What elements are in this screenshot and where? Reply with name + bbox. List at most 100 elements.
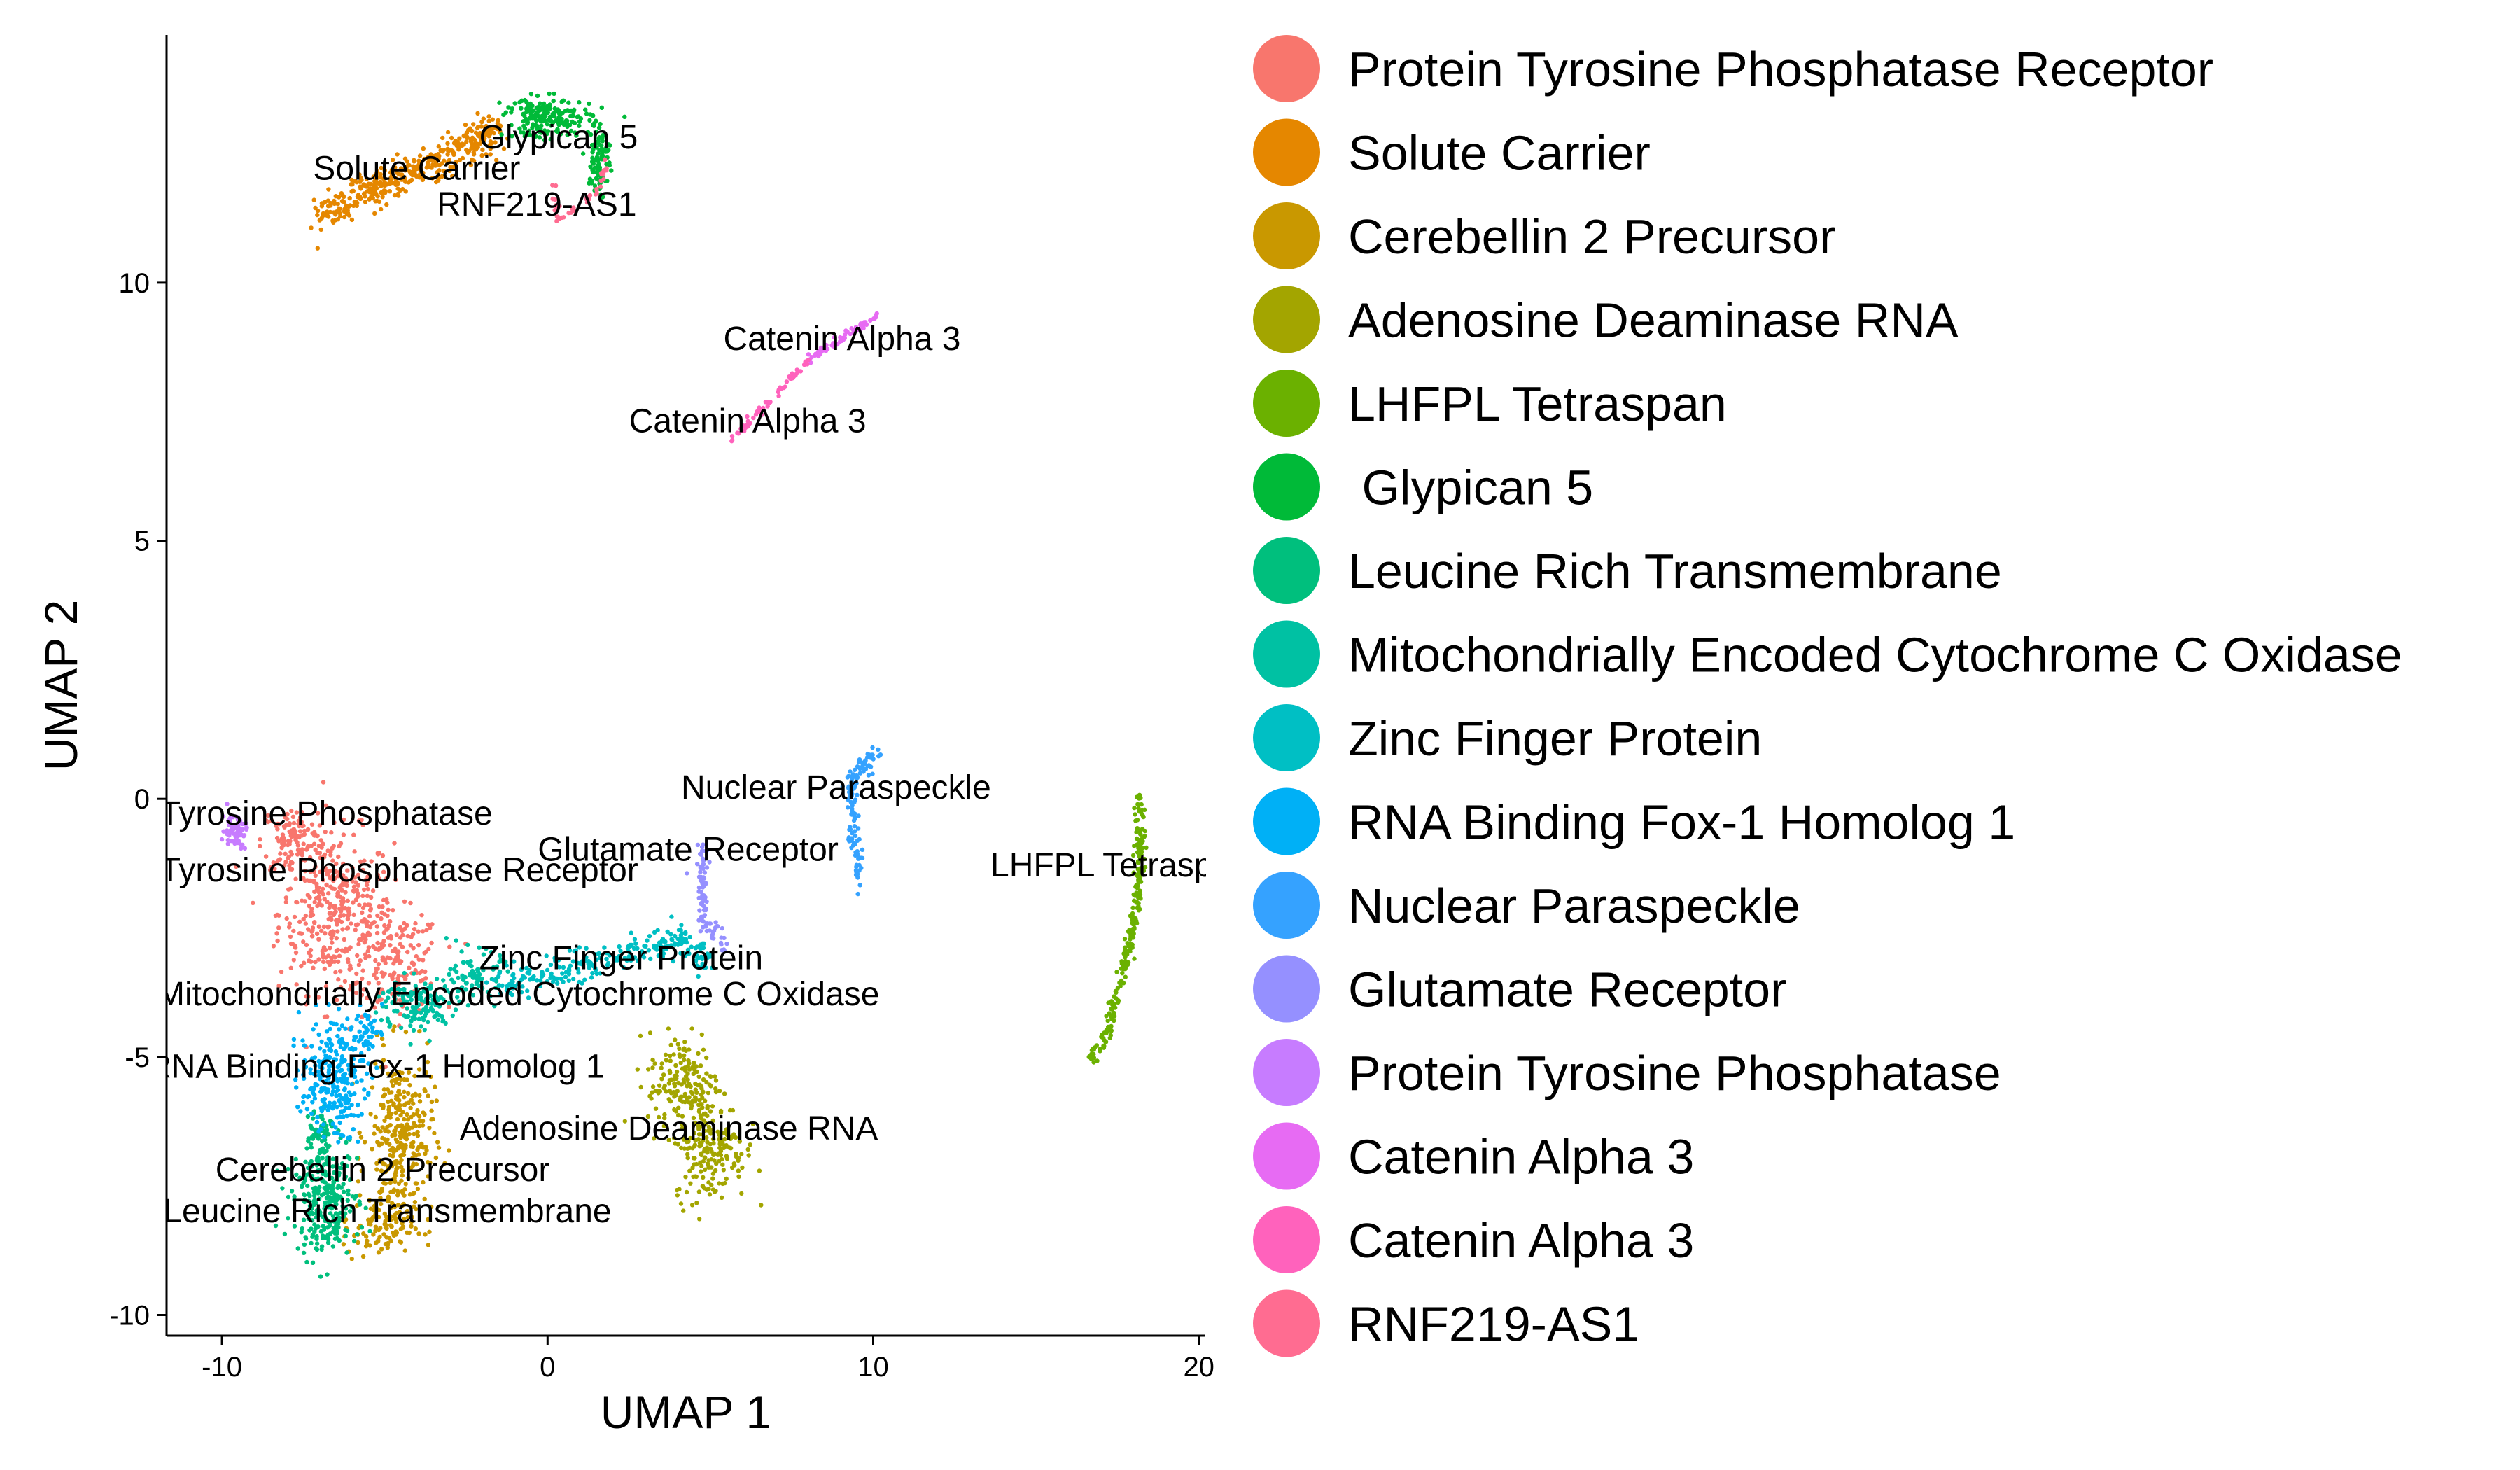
data-point <box>396 1117 400 1121</box>
data-point <box>349 189 354 193</box>
data-point <box>374 1030 379 1034</box>
legend-swatch <box>1253 35 1320 102</box>
data-point <box>362 1087 366 1091</box>
data-point <box>295 900 299 904</box>
y-tick-label: 0 <box>134 784 150 815</box>
data-point <box>311 1233 315 1237</box>
data-point <box>326 1132 330 1136</box>
data-point <box>327 925 331 929</box>
data-point <box>379 1018 384 1022</box>
data-point <box>342 832 346 836</box>
data-point <box>382 930 386 934</box>
data-point <box>669 1091 673 1095</box>
data-point <box>679 1201 683 1205</box>
data-point <box>664 1053 668 1057</box>
data-point <box>876 754 881 758</box>
data-point <box>340 899 344 903</box>
data-point <box>328 946 332 950</box>
data-point <box>408 1106 412 1110</box>
data-point <box>358 1130 362 1135</box>
data-point <box>1135 836 1139 841</box>
data-point <box>563 109 567 113</box>
legend-item: RNF219-AS1 <box>1253 1290 1639 1357</box>
data-point <box>1135 826 1140 830</box>
data-point <box>705 921 709 925</box>
data-point <box>317 844 321 848</box>
data-point <box>568 108 572 113</box>
data-point <box>376 194 380 198</box>
data-point <box>404 1030 408 1034</box>
data-point <box>337 1093 342 1098</box>
data-point <box>391 1101 396 1105</box>
data-point <box>294 1085 298 1089</box>
data-point <box>309 1142 313 1146</box>
data-point <box>317 897 321 902</box>
data-point <box>419 1024 424 1028</box>
data-point <box>289 966 293 970</box>
data-point <box>690 1026 694 1030</box>
data-point <box>337 1238 342 1242</box>
data-point <box>1134 890 1138 895</box>
data-point <box>387 1236 391 1240</box>
data-point <box>370 1147 374 1151</box>
data-point <box>293 838 298 842</box>
data-point <box>288 934 293 939</box>
data-point <box>352 1239 356 1243</box>
data-point <box>350 1256 354 1261</box>
data-point <box>535 106 539 110</box>
data-point <box>388 943 392 947</box>
data-point <box>668 1099 673 1103</box>
data-point <box>335 1131 340 1135</box>
data-point <box>335 936 339 940</box>
data-point <box>412 961 416 965</box>
data-point <box>363 1096 367 1100</box>
data-point <box>355 953 359 958</box>
data-point <box>699 1169 703 1173</box>
data-point <box>685 1084 689 1088</box>
data-point <box>710 1176 715 1180</box>
data-point <box>601 177 606 181</box>
data-point <box>513 101 517 105</box>
data-point <box>375 941 379 945</box>
data-point <box>309 913 313 918</box>
data-point <box>622 115 626 119</box>
data-point <box>312 890 316 894</box>
data-point <box>588 177 592 181</box>
data-point <box>309 960 313 964</box>
data-point <box>584 111 589 115</box>
data-point <box>427 1230 431 1234</box>
data-point <box>677 1187 681 1191</box>
data-point <box>412 1132 416 1136</box>
data-point <box>274 913 278 918</box>
data-point <box>416 1133 420 1138</box>
data-point <box>454 938 458 942</box>
data-point <box>366 1014 370 1018</box>
data-point <box>369 1021 373 1025</box>
data-point <box>529 92 533 96</box>
data-point <box>346 1136 350 1140</box>
data-point <box>669 914 673 918</box>
data-point <box>375 913 379 918</box>
data-point <box>440 136 444 140</box>
data-point <box>409 943 413 947</box>
data-point <box>702 1186 706 1190</box>
data-point <box>402 1095 406 1099</box>
data-point <box>381 1094 385 1098</box>
data-point <box>1124 951 1128 955</box>
data-point <box>372 1131 376 1135</box>
data-point <box>323 1015 327 1019</box>
data-point <box>345 1097 349 1101</box>
data-point <box>559 99 564 104</box>
data-point <box>351 1127 356 1131</box>
data-point <box>239 846 243 850</box>
data-point <box>364 1234 368 1238</box>
data-point <box>463 122 468 127</box>
data-point <box>382 898 386 902</box>
data-point <box>446 130 450 134</box>
legend-item: Protein Tyrosine Phosphatase <box>1253 1039 2001 1106</box>
data-point <box>651 1084 655 1088</box>
data-point <box>379 1102 383 1107</box>
data-point <box>1120 971 1124 975</box>
data-point <box>300 1038 304 1042</box>
data-point <box>1138 832 1142 836</box>
